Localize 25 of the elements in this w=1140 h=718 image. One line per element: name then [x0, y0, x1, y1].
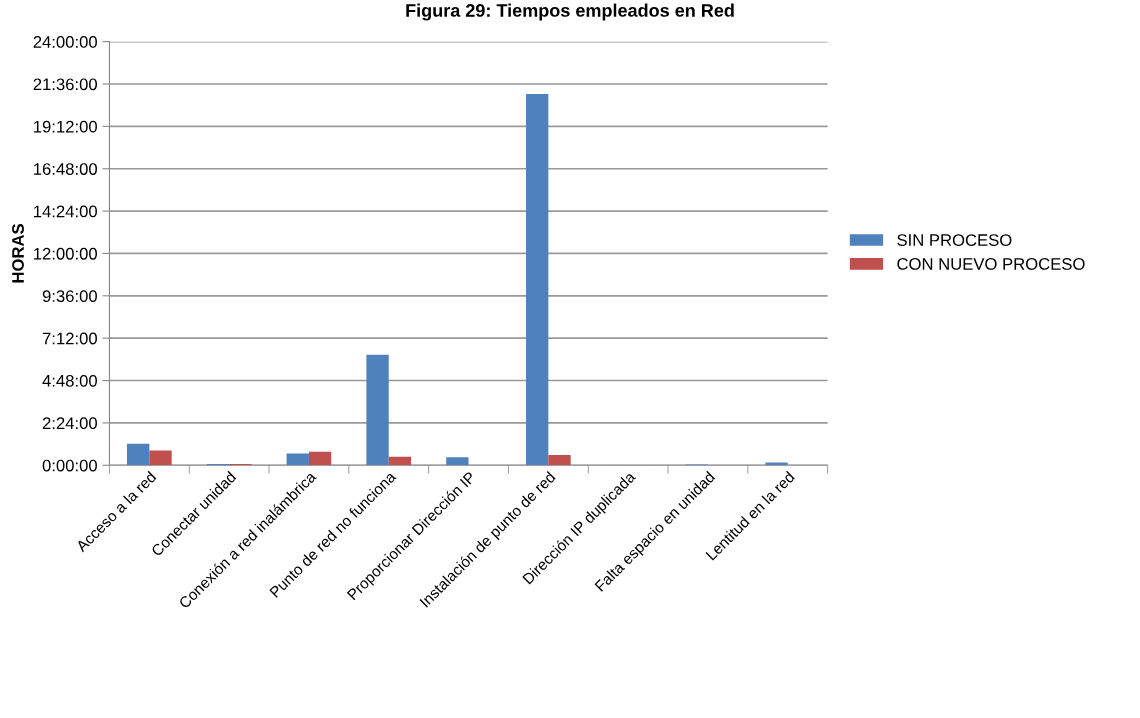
y-tick-label: 16:48:00 — [34, 163, 97, 175]
y-tick-label: 12:00:00 — [34, 247, 97, 260]
y-tick-label: 0:00:00 — [42, 459, 97, 472]
bar — [366, 354, 389, 466]
bar — [548, 455, 571, 466]
y-tick-label: 4:48:00 — [42, 374, 97, 387]
y-tick-label: 19:12:00 — [34, 120, 97, 133]
y-tick-label: 21:36:00 — [33, 78, 97, 91]
chart-title: Figura 29: Tiempos empleados en Red — [406, 3, 734, 21]
y-tick-label: 7:12:00 — [42, 332, 97, 345]
bar — [286, 453, 309, 466]
legend-label: SIN PROCESO — [897, 234, 1012, 246]
bar — [149, 450, 172, 466]
y-tick-label: 2:24:00 — [42, 417, 97, 430]
legend-label: CON NUEVO PROCESO — [897, 258, 1085, 270]
bar — [765, 462, 788, 466]
y-tick-label: 14:24:00 — [34, 205, 97, 218]
bar — [526, 93, 549, 466]
bar — [127, 443, 150, 466]
y-axis-title: HORAS — [12, 224, 24, 283]
bar — [388, 456, 412, 466]
bar — [308, 451, 332, 466]
bar — [446, 457, 469, 466]
y-tick-label: 24:00:00 — [33, 36, 97, 48]
y-tick-label: 9:36:00 — [42, 290, 97, 303]
